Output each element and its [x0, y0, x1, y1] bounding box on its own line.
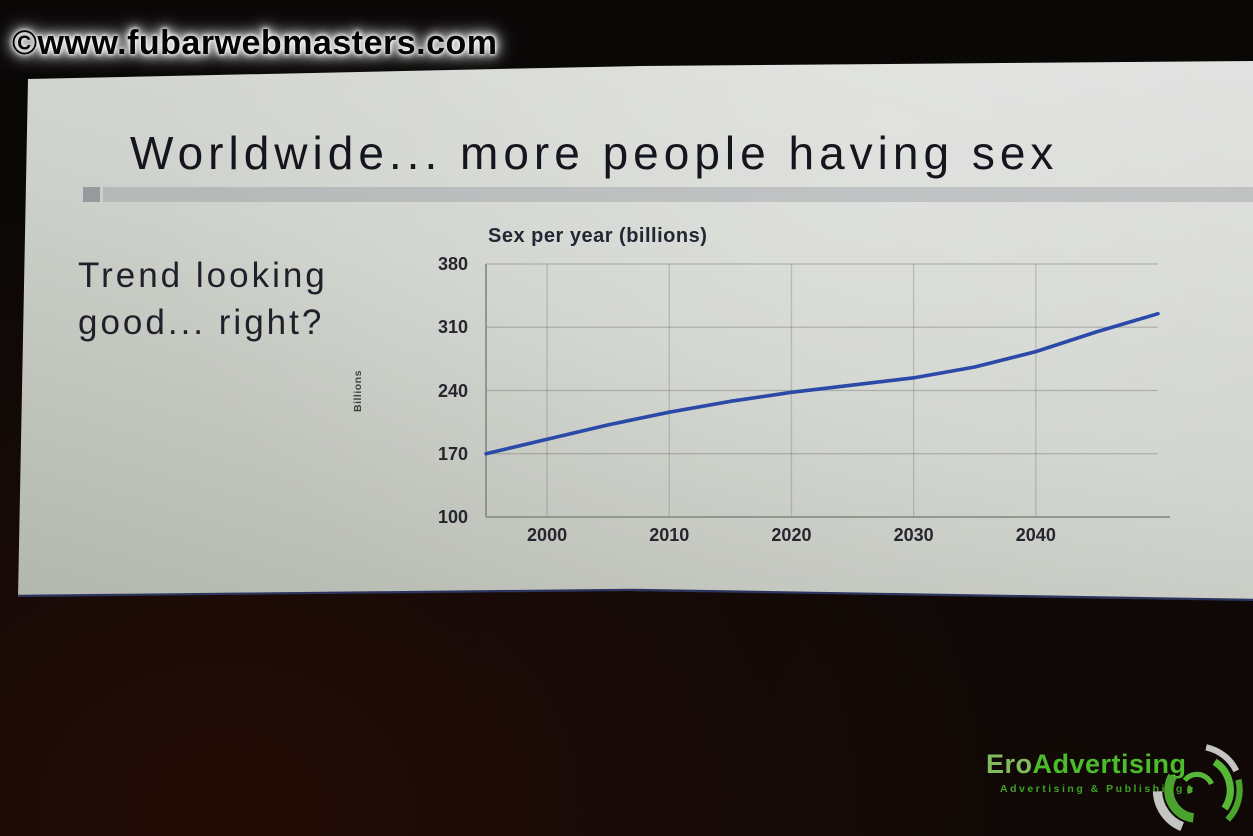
slide-note-line2: good... right? — [78, 303, 325, 342]
watermark-text: ©www.fubarwebmasters.com — [12, 24, 498, 62]
title-underline-accent — [83, 187, 100, 202]
data-series-line — [484, 311, 1160, 456]
logo-advertising-text: Advertising — [1032, 749, 1187, 779]
eroadvertising-logo: EroAdvertising Advertising & Publishing — [940, 733, 1253, 836]
y-tick-label: 240 — [437, 380, 468, 401]
x-tick-label: 2030 — [893, 525, 934, 545]
chart-title: Sex per year (billions) — [488, 225, 708, 247]
logo-tagline: Advertising & Publishing — [1000, 783, 1185, 795]
x-tick-label: 2010 — [649, 525, 690, 545]
title-underline-bar — [103, 187, 1253, 202]
x-tick-label: 2040 — [1015, 525, 1056, 545]
x-tick-label: 2020 — [771, 525, 812, 545]
y-tick-label: 310 — [437, 317, 468, 338]
eroadvertising-wordmark: EroAdvertising — [986, 749, 1187, 780]
slide-title: Worldwide... more people having sex — [130, 127, 1059, 179]
y-tick-label: 100 — [437, 507, 468, 527]
screen-bottom-edge — [18, 588, 1253, 601]
y-tick-label: 170 — [437, 443, 468, 464]
x-tick-label: 2000 — [527, 525, 568, 545]
logo-ero-text: Ero — [986, 749, 1033, 779]
eroadvertising-swirl-icon — [1150, 743, 1244, 836]
slide-note-line1: Trend looking — [78, 256, 328, 295]
y-tick-label: 380 — [437, 254, 468, 274]
slide-note: Trend looking good... right? — [78, 252, 328, 346]
chart-y-axis-label: Billions — [352, 370, 364, 412]
